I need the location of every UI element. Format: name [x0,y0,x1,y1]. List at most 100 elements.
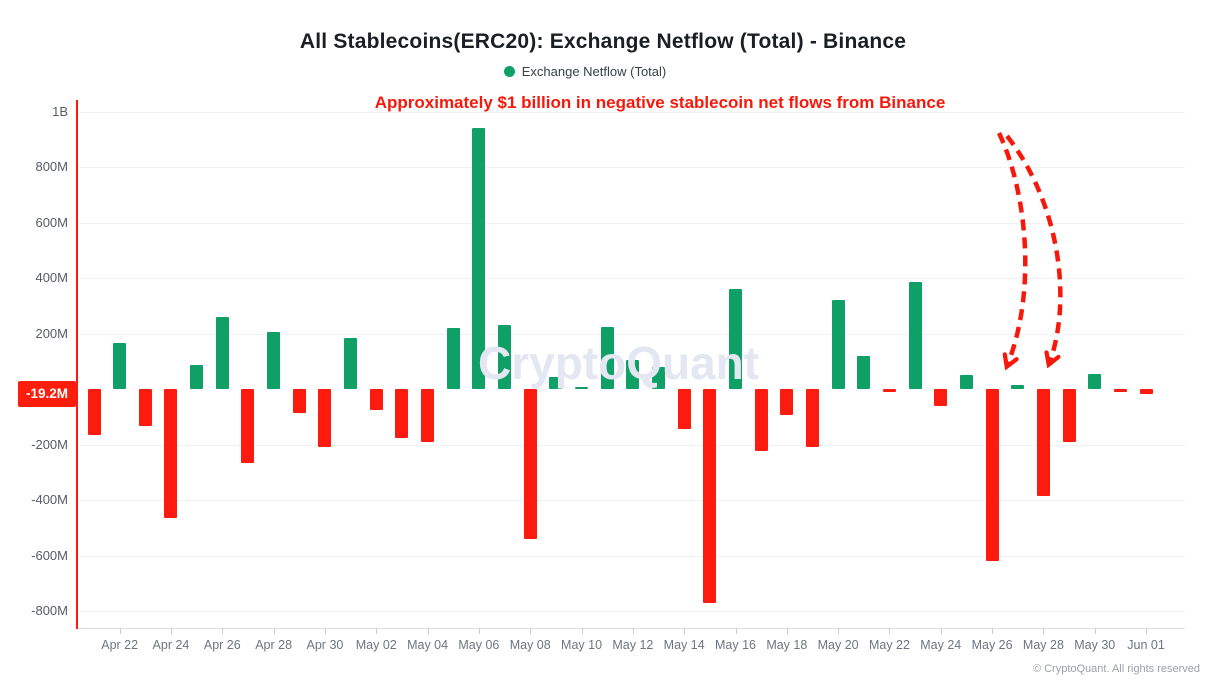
bar-may-25[interactable] [959,375,973,389]
bar-apr-27[interactable] [241,389,255,463]
x-tick-label: May 16 [715,638,756,652]
bar-may-12[interactable] [626,359,640,389]
current-value-badge: -19.2M [18,381,76,407]
watermark: CryptoQuant [478,337,760,389]
x-tick-mark [1146,628,1148,634]
x-tick-mark [170,628,172,634]
x-tick-mark [992,628,994,634]
bar-may-14[interactable] [677,389,691,430]
gridline-200M [78,333,1185,335]
x-tick-label: May 28 [1022,638,1064,652]
bar-may-13[interactable] [652,366,666,389]
bar-apr-24[interactable] [164,389,178,519]
bar-apr-23[interactable] [138,389,152,427]
x-tick-mark [427,628,429,634]
x-tick-mark [324,628,326,634]
bar-may-26[interactable] [985,389,999,562]
x-axis-baseline [78,628,1185,629]
x-tick-mark [632,628,634,634]
x-tick-mark [940,628,942,634]
bar-may-20[interactable] [831,300,845,389]
x-tick-label: May 04 [407,638,449,652]
y-tick-label: 200M [35,325,68,341]
copyright-text: © CryptoQuant. All rights reserved [1032,663,1200,675]
bars-layer [78,100,1185,628]
bar-may-02[interactable] [369,389,383,410]
x-tick-label: May 30 [1074,638,1116,652]
bar-may-27[interactable] [1011,384,1025,389]
plot-area [78,100,1185,628]
x-tick-label: May 06 [458,638,500,652]
x-tick-label: Apr 26 [203,638,241,652]
bar-may-04[interactable] [421,389,435,442]
x-tick-mark [530,628,532,634]
gridline--200M [78,444,1185,446]
bar-may-03[interactable] [395,389,409,438]
bar-may-01[interactable] [344,337,358,389]
x-tick-mark [222,628,224,634]
y-tick-label: -200M [31,436,68,452]
gridline-1B [78,111,1185,113]
bar-may-10[interactable] [575,386,589,389]
x-tick-label: May 12 [612,638,654,652]
annotation-text: Approximately $1 billion in negative sta… [374,93,946,112]
x-tick-mark [889,628,891,634]
x-tick-label: Apr 30 [306,638,344,652]
x-tick-label: May 18 [766,638,808,652]
legend-item[interactable]: Exchange Netflow (Total) [0,64,1170,79]
bar-apr-29[interactable] [292,389,306,413]
bar-may-05[interactable] [446,327,460,389]
bar-may-30[interactable] [1088,373,1102,389]
bar-may-15[interactable] [703,389,717,603]
y-tick-label: 1B [52,103,68,119]
x-tick-mark [1043,628,1045,634]
bar-apr-25[interactable] [190,365,204,389]
x-tick-mark [376,628,378,634]
y-tick-label: -800M [31,603,68,618]
x-tick-mark [1094,628,1096,634]
bar-apr-30[interactable] [318,389,332,448]
chart-title: All Stablecoins(ERC20): Exchange Netflow… [299,30,907,53]
gridline-400M [78,278,1185,279]
x-tick-label: May 24 [920,638,962,652]
x-tick-label: May 14 [663,638,705,652]
legend-label: Exchange Netflow (Total) [521,64,667,79]
bar-may-28[interactable] [1036,389,1050,496]
x-tick-label: May 20 [817,638,859,652]
gridline--400M [78,500,1185,501]
bar-may-09[interactable] [549,376,563,389]
bar-may-24[interactable] [934,389,948,406]
y-tick-label: 600M [35,214,68,230]
x-tick-mark [119,628,121,634]
bar-may-19[interactable] [805,389,819,448]
x-tick-label: Apr 22 [101,638,139,652]
bar-may-22[interactable] [882,389,896,392]
bar-may-18[interactable] [780,389,794,416]
bar-may-17[interactable] [754,389,768,452]
bar-apr-21[interactable] [87,389,101,435]
bar-may-07[interactable] [498,325,512,389]
x-tick-label: Apr 28 [255,638,293,652]
bar-apr-22[interactable] [113,343,127,389]
x-tick-mark [786,628,788,634]
bar-may-23[interactable] [908,282,922,389]
bar-jun-01[interactable] [1139,389,1153,395]
bar-may-31[interactable] [1113,389,1127,392]
gridline--600M [78,555,1185,557]
bar-may-16[interactable] [729,289,742,389]
x-tick-label: Apr 24 [152,638,190,652]
x-tick-label: May 22 [868,638,910,652]
bar-apr-26[interactable] [215,316,229,389]
bar-may-06[interactable] [472,128,486,389]
gridline-600M [78,222,1185,224]
y-tick-label: -600M [31,547,68,563]
bar-may-08[interactable] [523,389,537,539]
bar-may-21[interactable] [857,355,871,389]
legend-marker-icon [503,66,515,77]
y-tick-label: -400M [31,492,68,507]
bar-apr-28[interactable] [267,332,281,389]
bar-may-11[interactable] [600,326,614,389]
y-tick-label: 800M [35,159,68,174]
x-tick-mark [273,628,275,634]
bar-may-29[interactable] [1062,389,1076,442]
